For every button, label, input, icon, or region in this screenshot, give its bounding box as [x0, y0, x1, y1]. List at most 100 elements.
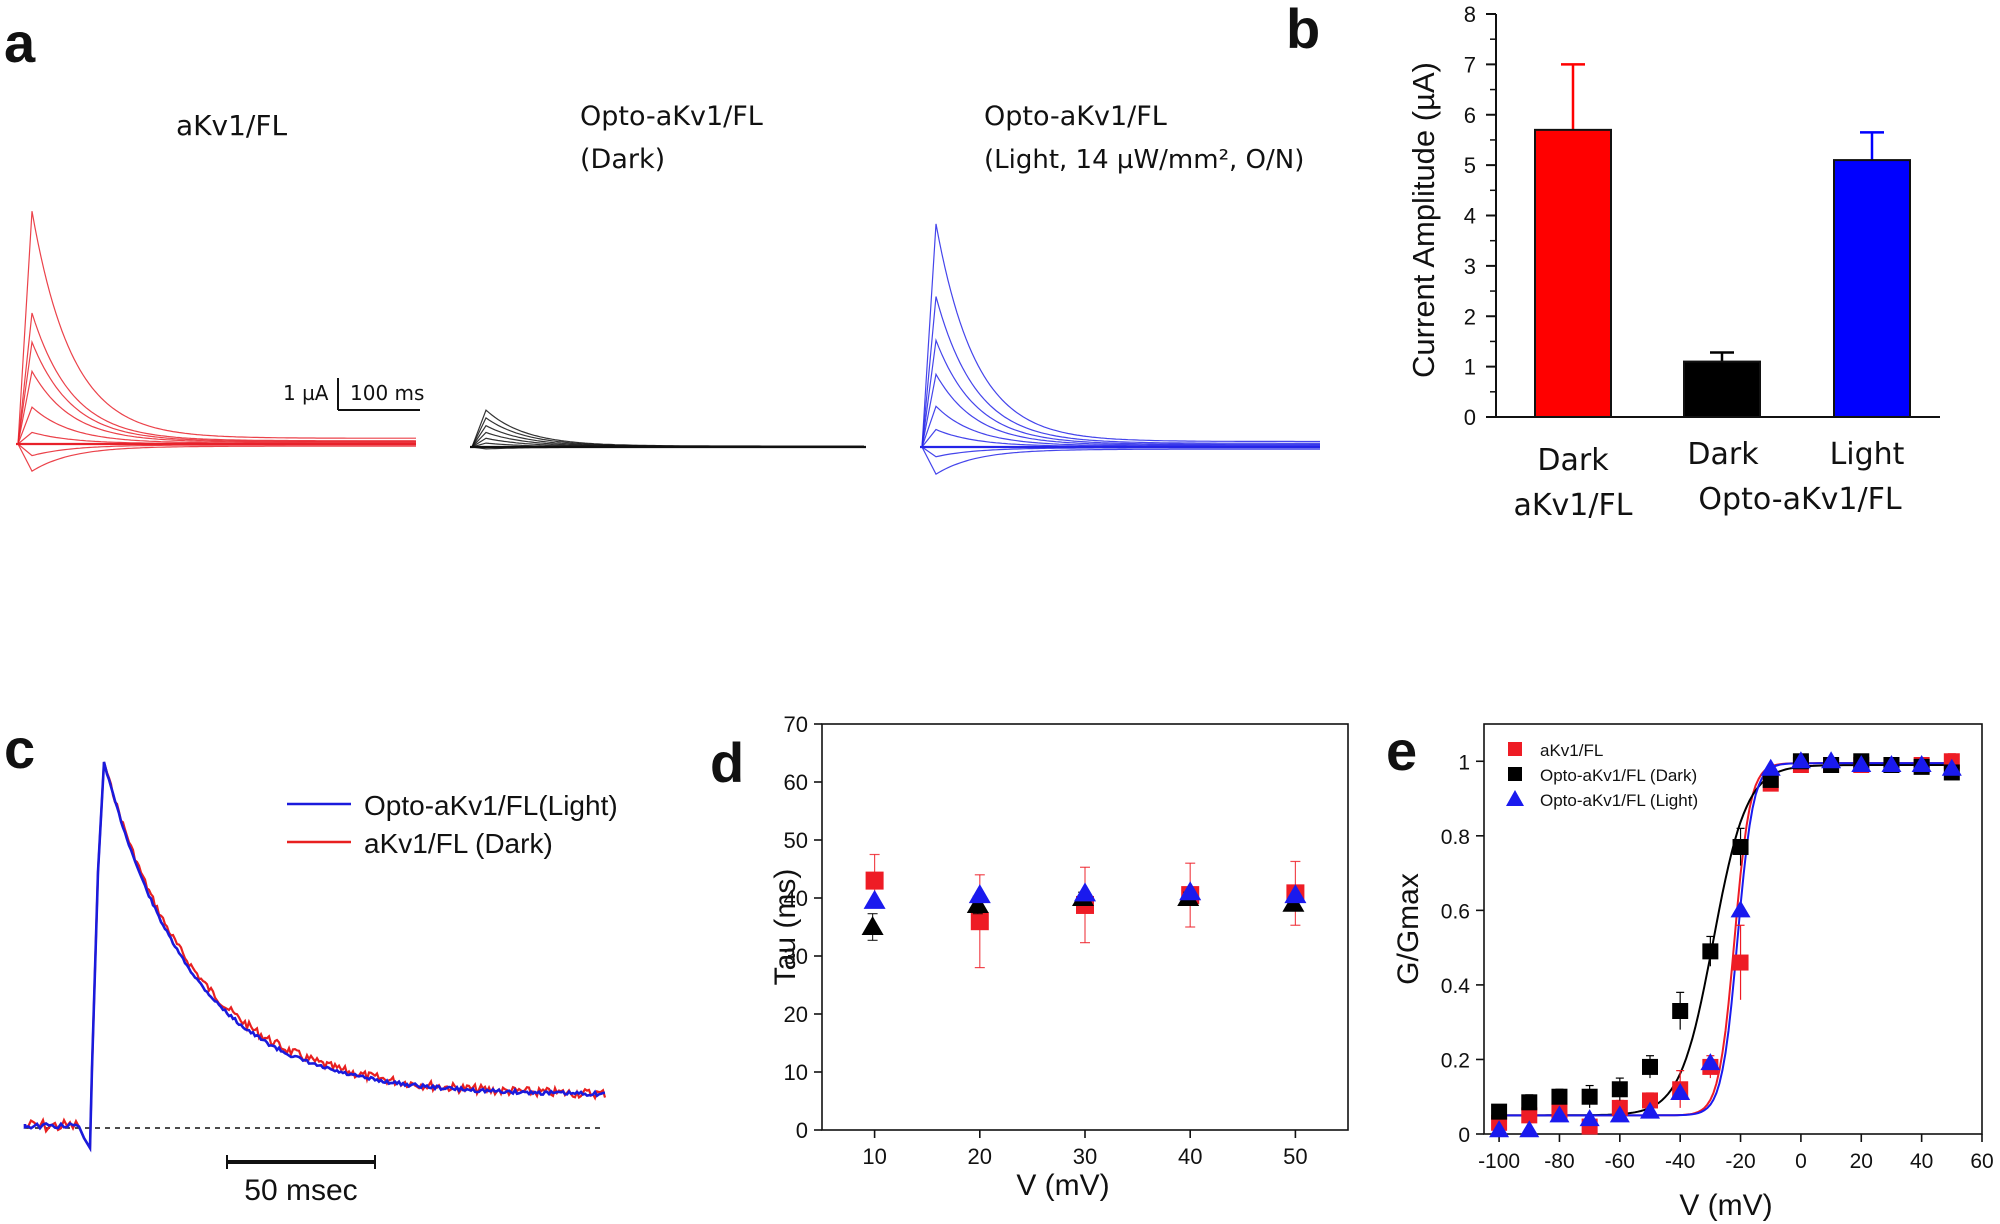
panel-d-point — [861, 916, 884, 935]
panel-e-point — [1851, 755, 1872, 772]
panel-c-scalebar-label: 50 msec — [244, 1174, 357, 1207]
panel-e-point — [1521, 1094, 1538, 1111]
panel-e-point — [1881, 755, 1902, 772]
panel-e-point — [1730, 900, 1751, 918]
panel-e-point — [1551, 1088, 1568, 1105]
panel-b-ytick-label: 0 — [1464, 405, 1476, 430]
panel-e-point — [1790, 751, 1811, 769]
panel-e-fit-curve — [1499, 764, 1952, 1117]
panel-a-scalebar: 1 µA 100 ms — [283, 378, 424, 411]
panel-b-ytick-label: 2 — [1464, 304, 1476, 329]
panel-c-trace-akv1-dark — [23, 761, 607, 1152]
panel-d-ytick-label: 60 — [784, 770, 808, 795]
panel-a: aKv1/FL Opto-aKv1/FL (Dark) Opto-aKv1/FL… — [16, 101, 1320, 476]
panel-c-legend-light: Opto-aKv1/FL(Light) — [364, 790, 618, 821]
panel-d-xtick-label: 20 — [968, 1144, 992, 1169]
panel-d-xlabel: V (mV) — [1016, 1169, 1109, 1202]
panel-d-point — [863, 889, 886, 909]
panel-b-bar-chart: 0 1 2 3 4 5 6 7 8 Current Amplitude (µA) Dark aK… — [1406, 2, 1940, 523]
panel-c-legend-dark: aKv1/FL (Dark) — [364, 828, 553, 859]
panel-e-scatter: -100 -80 -60 -40 -20 0 20 40 60 0 0.2 0.4 0.6 0.8 1 aK… — [1392, 723, 1994, 1222]
panel-d-point — [1284, 884, 1307, 904]
panel-d-point — [970, 912, 989, 931]
panel-a-traces-opto-light — [920, 223, 1320, 476]
bar-label-3-line1: Light — [1830, 437, 1905, 472]
panel-a-trace-0-1 — [16, 312, 417, 445]
panel-e-point — [1760, 758, 1781, 776]
panel-e-ytick-label: 0.6 — [1441, 900, 1470, 923]
panel-e-ytick-label: 1 — [1458, 751, 1470, 774]
panel-d-ytick-label: 0 — [796, 1118, 808, 1143]
panel-d-point — [966, 893, 989, 913]
panel-d-ytick-label: 50 — [784, 828, 808, 853]
panel-letter-c: c — [4, 717, 35, 780]
panel-a-traces-akv1 — [16, 211, 417, 473]
panel-d-xtick-label: 40 — [1178, 1144, 1202, 1169]
legend-marker-akv1 — [1508, 742, 1522, 756]
panel-a-title-2: Opto-aKv1/FL — [580, 101, 763, 132]
panel-a-traces-opto-dark — [470, 409, 866, 450]
panel-d-point — [968, 884, 991, 904]
panel-b-ytick-label: 4 — [1464, 204, 1476, 229]
panel-d-ytick-label: 10 — [784, 1060, 808, 1085]
panel-e-point — [1642, 1092, 1658, 1109]
panel-e-ytick-label: 0.2 — [1441, 1049, 1470, 1072]
legend-label-akv1: aKv1/FL — [1540, 741, 1603, 760]
panel-b-ytick-label: 6 — [1464, 103, 1476, 128]
panel-a-trace-0-3 — [16, 369, 416, 445]
panel-e-point — [1611, 1081, 1628, 1098]
legend-marker-opto-dark — [1508, 767, 1522, 781]
panel-e-point — [1581, 1088, 1598, 1105]
panel-e-point — [1672, 1003, 1689, 1019]
panel-e-point — [1642, 1058, 1658, 1075]
scalebar-time-label: 100 ms — [350, 381, 424, 405]
panel-e-point — [1489, 1120, 1510, 1138]
panel-e-point — [1519, 1120, 1540, 1138]
panel-d-point — [865, 871, 884, 890]
panel-e-point — [1640, 1101, 1660, 1119]
panel-b-ytick-label: 8 — [1464, 2, 1476, 27]
panel-b-ytick-label: 7 — [1464, 52, 1476, 77]
panel-e-xtick-label: 60 — [1970, 1150, 1993, 1173]
panel-e-point — [1579, 1109, 1600, 1127]
panel-letter-a: a — [4, 11, 36, 74]
panel-e-xtick-label: -100 — [1478, 1150, 1520, 1173]
panel-e-xtick-label: -40 — [1665, 1150, 1695, 1173]
legend-label-opto-light: Opto-aKv1/FL (Light) — [1540, 791, 1698, 810]
panel-d-scatter: 10 20 30 40 50 0 10 20 30 40 50 60 70 V (mV) Tau (ms… — [769, 712, 1349, 1202]
legend-marker-opto-light — [1506, 790, 1524, 806]
panel-letter-d: d — [710, 731, 744, 794]
panel-e-xtick-label: 0 — [1795, 1150, 1807, 1173]
panel-a-trace-1-1 — [470, 417, 864, 448]
panel-e-ylabel: G/Gmax — [1392, 873, 1425, 985]
panel-e-xlabel: V (mV) — [1679, 1189, 1772, 1222]
panel-a-trace-0-0 — [16, 211, 416, 445]
panel-d-ytick-label: 70 — [784, 712, 808, 737]
panel-e-xtick-label: -60 — [1605, 1150, 1635, 1173]
panel-a-trace-2-2 — [920, 337, 1320, 448]
panel-c: Opto-aKv1/FL(Light) aKv1/FL (Dark) 50 ms… — [23, 761, 618, 1207]
panel-a-subtitle-2: (Dark) — [580, 144, 665, 175]
panel-d-ytick-label: 20 — [784, 1002, 808, 1027]
panel-e-point — [1521, 1107, 1538, 1124]
panel-e-point — [1609, 1105, 1630, 1123]
bar-group-label: Opto-aKv1/FL — [1698, 482, 1901, 517]
panel-a-title-1: aKv1/FL — [176, 109, 287, 142]
panel-b-bar — [1534, 128, 1612, 419]
panel-d-xtick-label: 30 — [1073, 1144, 1097, 1169]
panel-e-point — [1821, 751, 1842, 769]
panel-e-point — [1670, 1083, 1691, 1100]
bar-label-1-line1: Dark — [1537, 443, 1609, 478]
panel-e-ytick-label: 0.8 — [1441, 826, 1470, 849]
bar-label-2-line1: Dark — [1687, 437, 1759, 472]
panel-a-trace-2-3 — [920, 372, 1320, 448]
panel-e-xtick-label: 20 — [1850, 1150, 1873, 1173]
panel-e-point — [1549, 1105, 1570, 1123]
panel-b-ytick-label: 3 — [1464, 254, 1476, 279]
panel-b-ylabel: Current Amplitude (µA) — [1406, 62, 1441, 378]
panel-e-point — [1911, 755, 1932, 772]
panel-e-legend: aKv1/FL Opto-aKv1/FL (Dark) Opto-aKv1/FL… — [1506, 741, 1698, 810]
panel-e-xtick-label: 40 — [1910, 1150, 1933, 1173]
panel-d-ylabel: Tau (ms) — [769, 869, 802, 986]
